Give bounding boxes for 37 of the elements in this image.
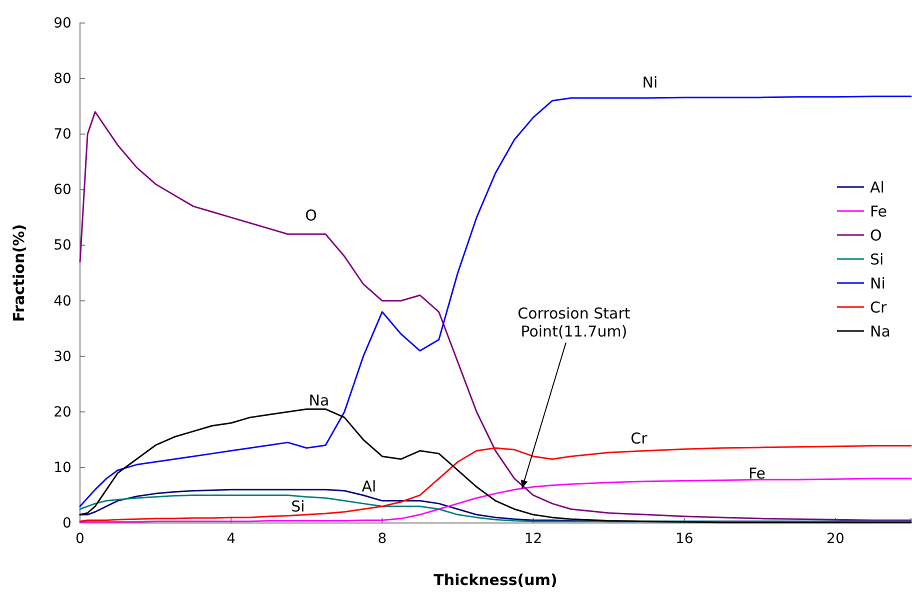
y-tick-label: 0 xyxy=(62,515,72,532)
x-tick-label: 12 xyxy=(524,530,542,547)
text: Cr xyxy=(630,429,648,448)
text: Ni xyxy=(642,73,658,92)
y-tick-label: 70 xyxy=(54,126,72,143)
text: O xyxy=(305,206,317,224)
legend-label: Cr xyxy=(870,298,888,316)
legend-label: Na xyxy=(870,322,890,340)
y-tick-label: 80 xyxy=(54,71,72,88)
legend-label: Ni xyxy=(870,274,886,292)
x-axis-title: Thickness(um) xyxy=(434,571,558,589)
y-tick-label: 50 xyxy=(54,238,72,254)
legend-label: Al xyxy=(870,178,884,196)
x-tick-label: 0 xyxy=(76,530,84,547)
y-tick-label: 30 xyxy=(54,348,72,365)
y-tick-label: 60 xyxy=(54,182,72,198)
annotation: Corrosion Start Point(11.7um) xyxy=(518,304,630,341)
line-series xyxy=(79,445,912,522)
x-tick-label: 16 xyxy=(675,530,694,547)
legend-label: Si xyxy=(870,250,884,268)
text: Fe xyxy=(748,464,766,482)
line-series xyxy=(79,494,912,522)
text: Si xyxy=(291,497,305,516)
x-tick-label: 4 xyxy=(226,530,236,547)
y-tick-label: 40 xyxy=(54,293,72,310)
y-tick-label: 90 xyxy=(54,15,72,32)
y-axis-title: Fraction(%) xyxy=(10,224,28,322)
legend-label: O xyxy=(870,226,882,244)
text: Al xyxy=(362,477,376,496)
line-series xyxy=(79,478,912,523)
y-tick-label: 20 xyxy=(54,404,72,420)
text: Na xyxy=(308,391,330,410)
x-tick-label: 20 xyxy=(826,530,844,547)
legend-label: Fe xyxy=(870,202,888,220)
y-tick-label: 10 xyxy=(54,460,72,476)
x-tick-label: 8 xyxy=(378,530,387,547)
line-series xyxy=(79,408,912,524)
